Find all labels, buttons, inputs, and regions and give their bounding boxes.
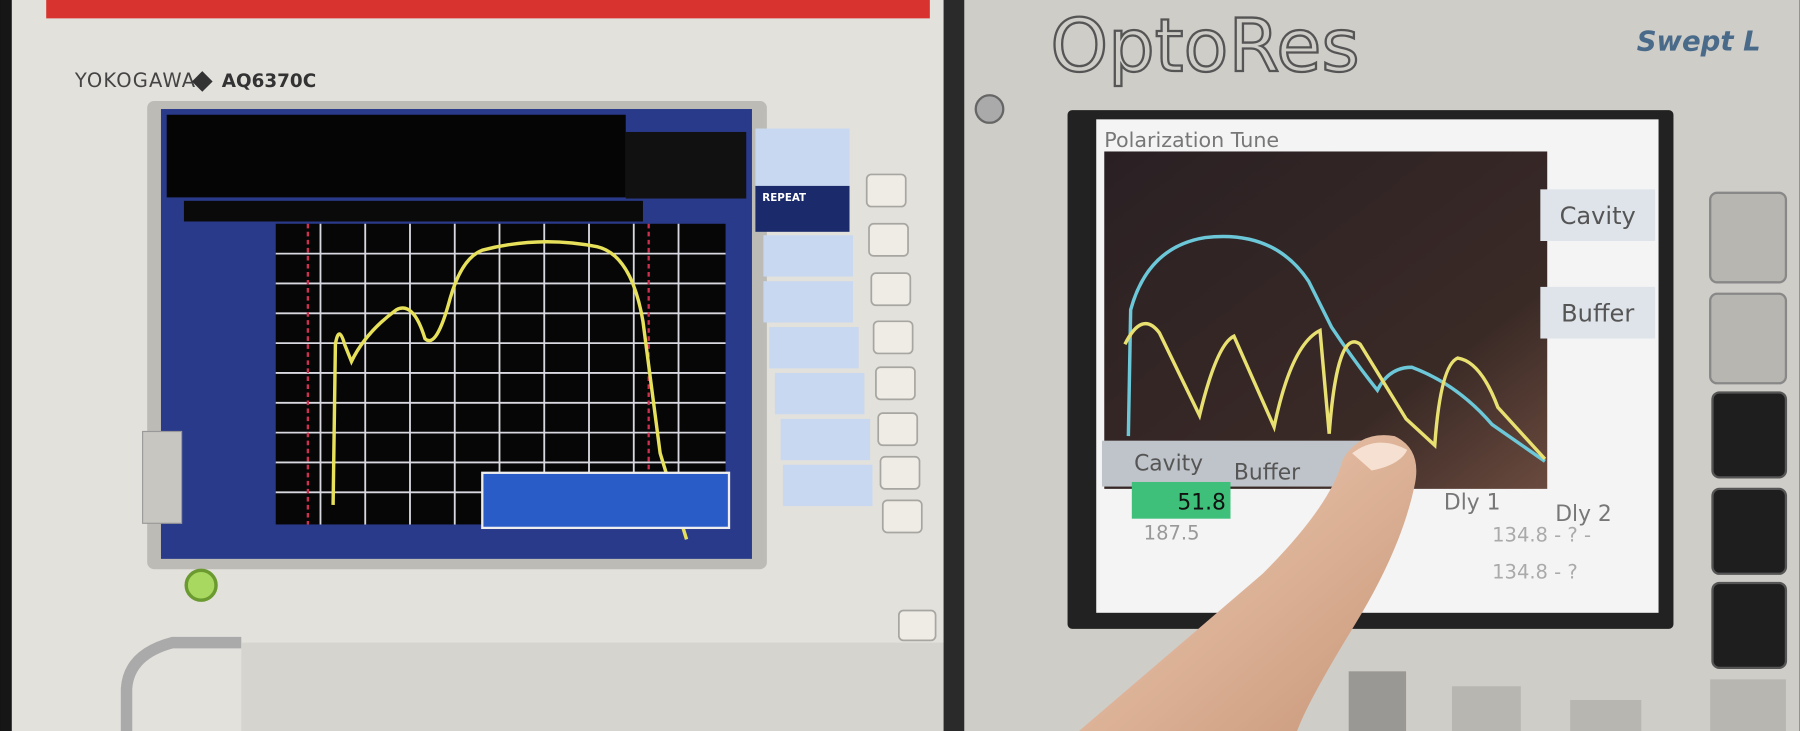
screen-header (166, 114, 626, 198)
soft-key-label: REPEAT (762, 192, 806, 204)
hard-keys (865, 173, 937, 642)
table-header-cell: Buffer (1234, 461, 1300, 486)
condition-bar (183, 200, 643, 222)
model: AQ6370C (222, 71, 316, 92)
soft-key[interactable] (769, 327, 859, 369)
hard-key[interactable] (1348, 671, 1407, 731)
logo-diamond (191, 71, 213, 92)
hard-key[interactable] (1709, 191, 1788, 284)
soft-key[interactable] (755, 128, 850, 186)
yokogawa-instrument: YOKOGAWA AQ6370C REPEAT (11, 0, 944, 731)
optores-instrument: OptoRes Swept L Polarization Tune Cavity… (943, 0, 1800, 731)
table-cell: 134.8 - ? - (1492, 524, 1591, 547)
screen-button-label: Cavity (1560, 202, 1636, 230)
screw (974, 94, 1005, 124)
table-header (1101, 440, 1378, 487)
hard-key[interactable] (1711, 581, 1788, 670)
brand: YOKOGAWA (74, 69, 196, 92)
screen-button[interactable] (1540, 189, 1656, 241)
hard-key[interactable] (1570, 700, 1642, 731)
finger (1079, 435, 1417, 731)
soft-key[interactable] (763, 235, 853, 277)
hard-key[interactable] (875, 366, 916, 401)
soft-key[interactable] (782, 464, 873, 507)
table-header-cell: Cavity (1134, 452, 1203, 477)
screen-button[interactable] (1540, 286, 1656, 339)
cavity-trace (1126, 234, 1546, 463)
table-cell: 134.8 - ? (1492, 560, 1578, 583)
table-header-cell: Dly 1 (1444, 491, 1501, 516)
screen-title: Polarization Tune (1104, 128, 1279, 152)
hard-key[interactable] (879, 455, 921, 490)
hard-key[interactable] (1711, 487, 1788, 575)
lower-panel (241, 642, 944, 731)
hard-key[interactable] (897, 609, 937, 642)
hard-key[interactable] (881, 499, 923, 534)
side-keys-dark (1711, 391, 1788, 670)
hard-key[interactable] (872, 320, 914, 355)
usb-ports (142, 430, 183, 524)
hard-key[interactable] (870, 272, 912, 307)
table-cell: 187.5 (1144, 521, 1200, 544)
screen-button-label: Buffer (1561, 299, 1634, 327)
fingernail (1352, 442, 1408, 471)
trace-list (625, 131, 747, 199)
brand: OptoRes (1050, 4, 1359, 89)
soft-key[interactable] (774, 372, 865, 415)
hard-key[interactable] (1451, 686, 1521, 731)
product-name: Swept L (1637, 25, 1761, 57)
dialog (481, 471, 731, 530)
hard-key[interactable] (865, 173, 907, 208)
hard-key[interactable] (868, 222, 909, 257)
side-edge (943, 0, 965, 731)
soft-key[interactable] (763, 281, 853, 323)
soft-key[interactable] (780, 418, 871, 461)
side-keys (1709, 191, 1788, 385)
spectrum-trace (331, 240, 689, 540)
top-strip (46, 0, 930, 19)
hard-key[interactable] (1710, 679, 1786, 731)
plot-area (1104, 151, 1548, 489)
soft-key[interactable] (755, 185, 850, 232)
hard-key[interactable] (1711, 391, 1788, 479)
handle (120, 636, 242, 731)
table-header-cell: Dly 2 (1555, 502, 1612, 527)
hard-key[interactable] (1709, 292, 1788, 385)
power-button[interactable] (184, 568, 218, 602)
hard-key[interactable] (877, 412, 919, 447)
selected-cell[interactable] (1131, 481, 1231, 519)
table-cell: 51.8 (1177, 491, 1226, 516)
buffer-trace (1123, 321, 1547, 461)
